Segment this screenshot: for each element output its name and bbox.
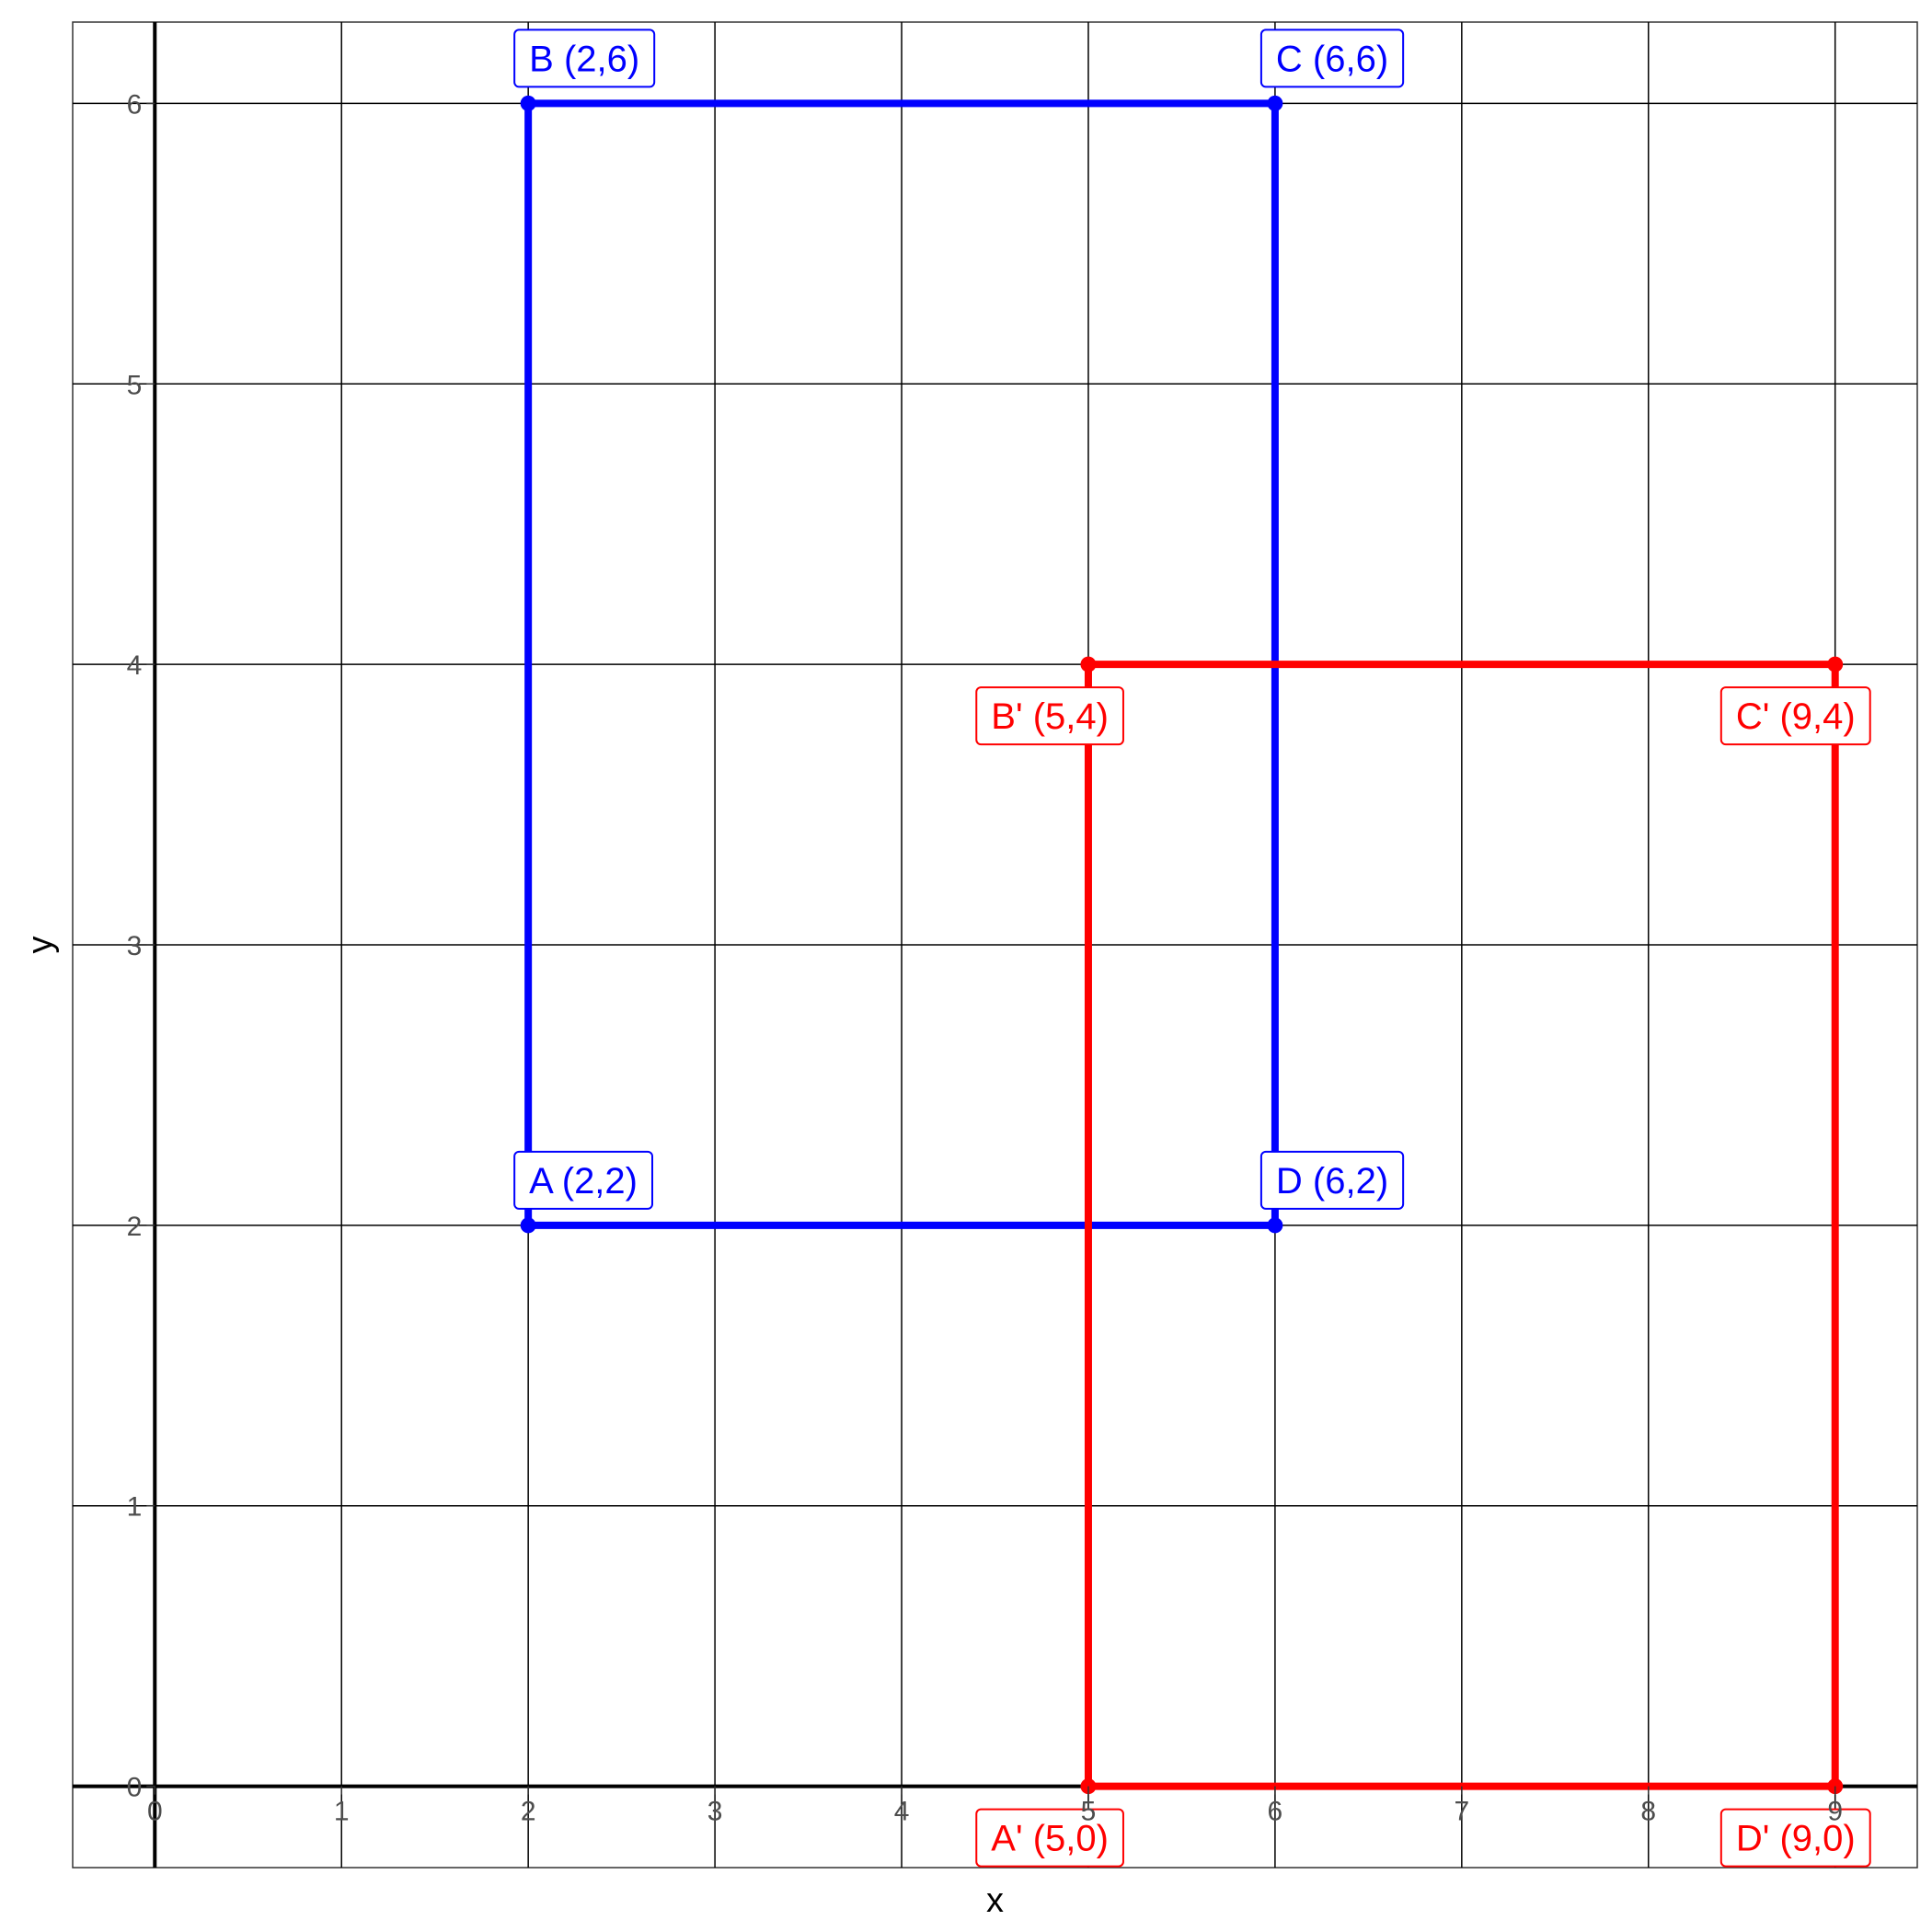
series-0-label-3-box — [1259, 1150, 1405, 1210]
series-0-point-3 — [1267, 1217, 1283, 1234]
series-1-label-1-box — [975, 686, 1124, 746]
series-1-label-2-group: C' (9,4) — [1719, 686, 1871, 746]
x-tick-label-3: 3 — [707, 1797, 723, 1827]
series-0-label-1-group: B (2,6) — [513, 29, 656, 88]
series-0-label-3: D (6,2) — [1276, 1161, 1388, 1202]
series-0-point-2 — [1267, 95, 1283, 111]
series-0-point-1 — [520, 95, 536, 111]
x-tick-label-7: 7 — [1454, 1797, 1469, 1827]
series-layer — [520, 95, 1844, 1795]
x-tick-label-8: 8 — [1640, 1797, 1656, 1827]
x-tick-label-5: 5 — [1081, 1797, 1097, 1827]
series-0-label-2-box — [1259, 29, 1405, 88]
series-1-label-3: D' (9,0) — [1736, 1819, 1856, 1859]
y-tick-label-1: 1 — [127, 1492, 143, 1523]
y-axis-title: y — [21, 937, 60, 954]
y-tick-label-6: 6 — [127, 89, 143, 120]
series-0-label-1: B (2,6) — [529, 39, 639, 79]
series-1-point-2 — [1827, 656, 1844, 673]
series-0-label-1-box — [513, 29, 656, 88]
series-0-label-2-group: C (6,6) — [1259, 29, 1405, 88]
x-tick-label-9: 9 — [1827, 1797, 1843, 1827]
series-0-label-2: C (6,6) — [1276, 39, 1388, 79]
series-0-label-3-group: D (6,2) — [1259, 1150, 1405, 1210]
ticks-layer: 0 1 2 3 4 5 6 7 8 9 0 1 2 3 4 5 6 — [127, 89, 1843, 1826]
series-1-label-3-box — [1719, 1808, 1871, 1868]
series-0-point-0 — [520, 1217, 536, 1234]
x-tick-label-6: 6 — [1268, 1797, 1283, 1827]
series-0-label-0-box — [513, 1150, 654, 1210]
labels-layer: A (2,2) B (2,6) C (6,6) D (6,2) A' (5,0) B' (… — [513, 29, 1871, 1868]
series-0-label-0-group: A (2,2) — [513, 1150, 654, 1210]
x-tick-label-1: 1 — [334, 1797, 350, 1827]
x-axis-title: x — [986, 1881, 1004, 1920]
series-1-label-3-group: D' (9,0) — [1719, 1808, 1871, 1868]
grid-layer — [72, 21, 1918, 1869]
series-1-label-1-group: B' (5,4) — [975, 686, 1124, 746]
x-tick-label-0: 0 — [147, 1797, 163, 1827]
series-1-label-0: A' (5,0) — [991, 1819, 1109, 1859]
series-1-label-1: B' (5,4) — [991, 696, 1109, 737]
series-1-label-2: C' (9,4) — [1736, 696, 1856, 737]
y-tick-label-3: 3 — [127, 931, 143, 961]
y-tick-label-2: 2 — [127, 1212, 143, 1242]
y-tick-label-4: 4 — [127, 650, 143, 681]
x-tick-label-4: 4 — [894, 1797, 910, 1827]
series-1-label-0-box — [975, 1808, 1124, 1868]
series-1-point-1 — [1080, 656, 1097, 673]
y-tick-label-5: 5 — [127, 370, 143, 400]
series-0-label-0: A (2,2) — [529, 1161, 638, 1202]
series-1-label-2-box — [1719, 686, 1871, 746]
x-tick-label-2: 2 — [521, 1797, 536, 1827]
series-1-label-0-group: A' (5,0) — [975, 1808, 1124, 1868]
y-tick-label-0: 0 — [127, 1773, 143, 1803]
